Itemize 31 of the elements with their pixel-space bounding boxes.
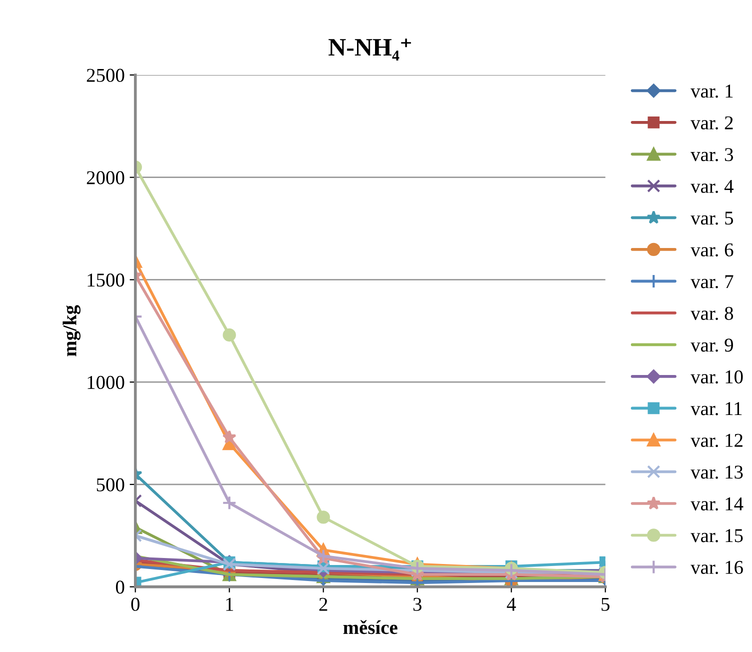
legend-label: var. 12	[690, 434, 742, 448]
chart-title: N-NH₄⁺	[328, 38, 411, 61]
x-tick-label: 4	[506, 598, 516, 611]
legend-label: var. 14	[690, 497, 744, 511]
legend-label: var. 9	[690, 338, 733, 352]
y-tick-label: 1500	[88, 274, 124, 287]
x-tick-label: 0	[131, 598, 140, 611]
legend-label: var. 2	[690, 116, 733, 130]
y-tick-label: 2000	[86, 171, 124, 184]
legend-label: var. 16	[690, 560, 743, 574]
legend-label: var. 10	[690, 370, 743, 384]
legend-label: var. 13	[690, 466, 743, 479]
legend-label: var. 4	[690, 180, 734, 194]
x-tick-label: 1	[226, 598, 234, 611]
legend-label: var. 7	[690, 275, 734, 288]
legend-label: var. 5	[690, 212, 734, 225]
x-axis-title: měsíce	[343, 620, 398, 634]
y-tick-label: 1000	[88, 376, 124, 390]
legend-label: var. 6	[690, 243, 734, 257]
y-tick-label: 500	[96, 478, 124, 492]
legend-label: var. 1	[690, 84, 733, 98]
y-tick-label: 2500	[86, 68, 124, 82]
x-tick-label: 5	[602, 598, 610, 611]
x-tick-label: 2	[319, 598, 328, 611]
legend-label: var. 15	[690, 529, 743, 542]
y-axis-title: mg/kg	[62, 305, 80, 356]
y-tick-label: 0	[116, 580, 124, 594]
x-tick-label: 3	[413, 598, 422, 611]
legend-label: var. 3	[690, 148, 734, 162]
legend-label: var. 8	[690, 306, 734, 320]
legend-label: var. 11	[690, 402, 742, 416]
